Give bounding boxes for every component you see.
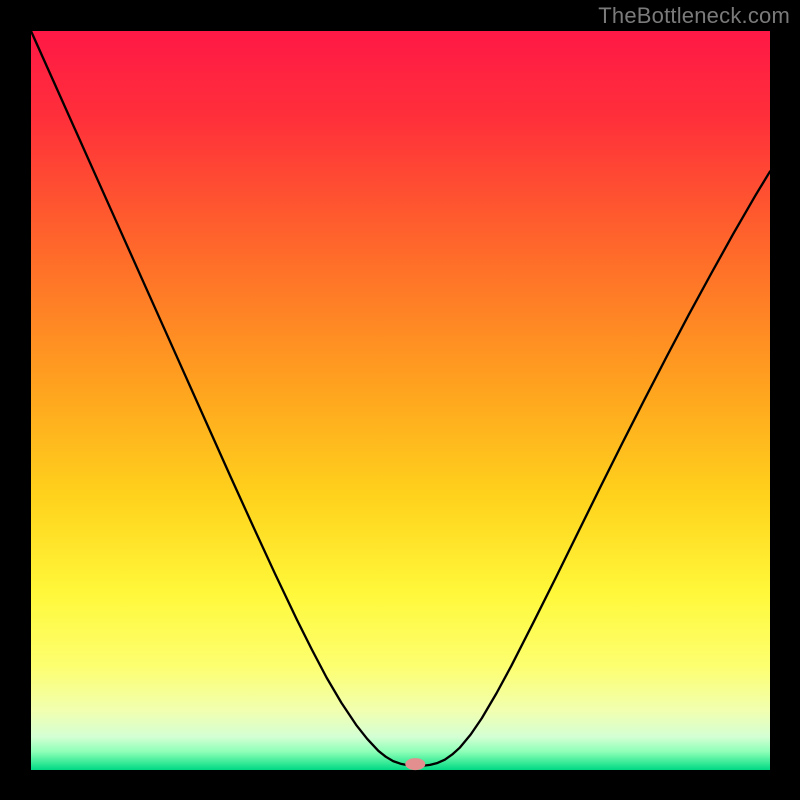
plot-area: [31, 31, 770, 770]
chart-frame: { "watermark": { "text": "TheBottleneck.…: [0, 0, 800, 800]
watermark-text: TheBottleneck.com: [598, 3, 790, 29]
optimal-marker: [405, 758, 425, 770]
bottleneck-chart: [0, 0, 800, 800]
